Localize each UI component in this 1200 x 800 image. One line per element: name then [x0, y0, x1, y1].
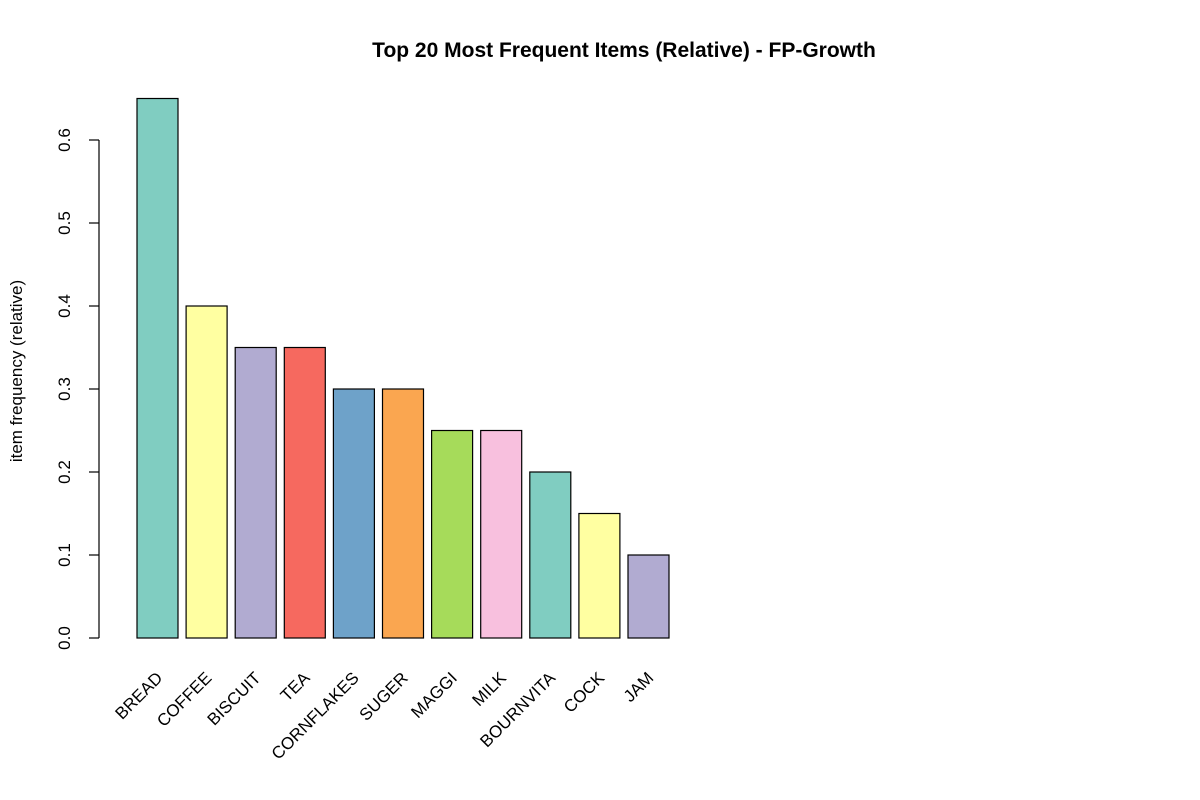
- y-tick-label: 0.6: [55, 128, 74, 152]
- x-tick-label: TEA: [277, 668, 314, 705]
- x-tick-label: MILK: [469, 668, 511, 710]
- x-tick-label: SUGER: [356, 668, 412, 724]
- y-axis-label: item frequency (relative): [7, 280, 26, 462]
- y-tick-label: 0.5: [55, 211, 74, 235]
- bar-tea: [283, 346, 326, 639]
- y-tick-label: 0.2: [55, 460, 74, 484]
- x-tick-label: COCK: [560, 668, 609, 717]
- y-tick-label: 0.4: [55, 294, 74, 318]
- x-tick-label: MAGGI: [407, 668, 461, 722]
- bar-bournvita: [529, 471, 572, 639]
- bar-maggi: [431, 429, 474, 639]
- chart-title: Top 20 Most Frequent Items (Relative) - …: [372, 39, 876, 62]
- x-tick-label: COFFEE: [153, 668, 215, 730]
- bar-jam: [627, 554, 670, 639]
- bar-milk: [480, 429, 523, 639]
- bar-suger: [381, 388, 425, 639]
- y-tick-label: 0.3: [55, 377, 74, 401]
- x-tick-label: CORNFLAKES: [268, 668, 363, 763]
- bars: [136, 97, 670, 639]
- y-tick-label: 0.1: [55, 543, 74, 567]
- x-tick-label: BISCUIT: [204, 668, 265, 729]
- bar-coffee: [185, 305, 228, 639]
- y-tick-label: 0.0: [55, 626, 74, 650]
- x-tick-label: JAM: [620, 668, 657, 705]
- bar-cock: [578, 512, 621, 639]
- bar-cornflakes: [332, 388, 375, 639]
- bar-bread: [136, 97, 179, 639]
- bar-biscuit: [234, 346, 277, 639]
- y-axis-ticks: 0.0 0.1 0.2 0.3 0.4 0.5 0.6: [55, 128, 99, 650]
